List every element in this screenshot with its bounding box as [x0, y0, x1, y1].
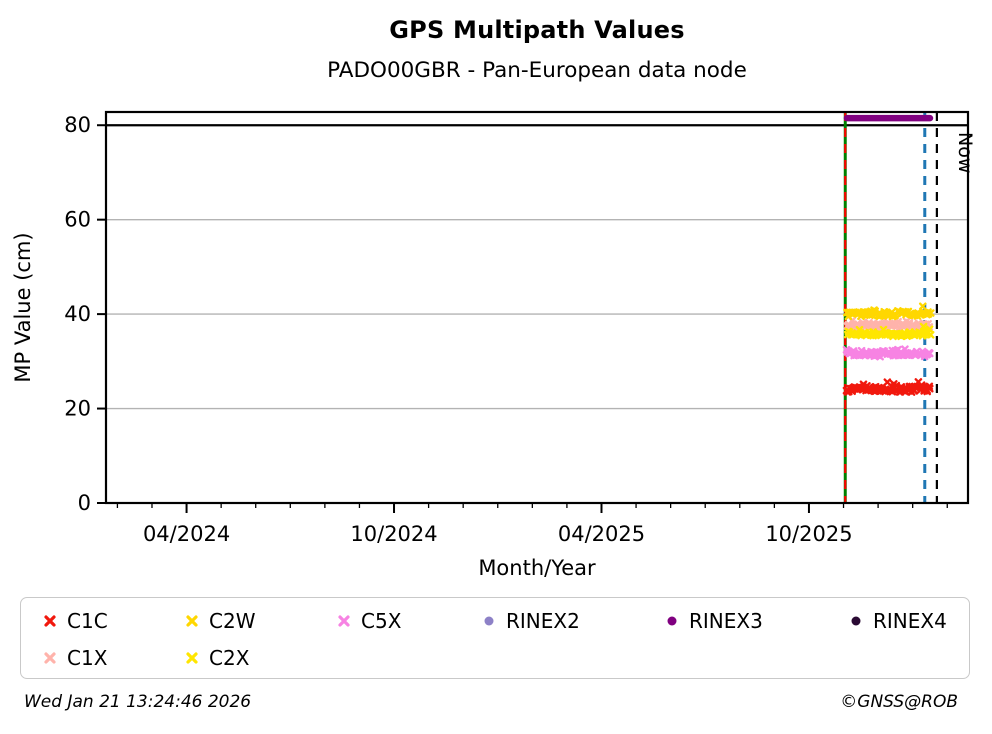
x-marker-icon: [186, 614, 198, 627]
footer-timestamp: Wed Jan 21 13:24:46 2026: [24, 692, 252, 712]
series-C2W-points: [843, 302, 935, 321]
x-tick-label: 04/2024: [143, 522, 230, 546]
legend-item-rinex3: RINEX3: [665, 609, 849, 633]
legend-label: RINEX3: [689, 608, 763, 633]
x-marker-icon: [44, 614, 56, 627]
y-axis-label: MP Value (cm): [11, 232, 35, 382]
legend-item-c5x: C5X: [337, 609, 482, 633]
chart-title: GPS Multipath Values: [389, 16, 685, 44]
legend-label: C1X: [67, 645, 108, 670]
legend-item-rinex4: RINEX4: [849, 609, 969, 633]
legend-label: C1C: [67, 608, 108, 633]
y-tick-label: 60: [64, 208, 91, 232]
x-tick-label: 10/2025: [765, 522, 852, 546]
x-marker-icon: [44, 651, 56, 664]
legend-label: C2X: [209, 645, 250, 670]
chart-svg: Now 04/2024 10/2024 04/2025 10/2025 0 20 40 60 80…: [11, 110, 976, 580]
plot-border: [104, 110, 970, 505]
series-C5X-points: [842, 345, 934, 361]
series-C2X-points: [843, 322, 935, 341]
legend-label: RINEX2: [506, 608, 580, 633]
legend-label: C5X: [361, 608, 402, 633]
legend-item-c1x: C1X: [43, 646, 185, 670]
x-marker-icon: [338, 614, 350, 627]
x-axis-label: Month/Year: [478, 556, 596, 580]
series-C1C-points: [842, 378, 934, 396]
now-label: Now: [954, 132, 976, 173]
y-tick-label: 0: [78, 491, 91, 515]
footer-credit: ©GNSS@ROB: [840, 692, 958, 712]
x-marker-icon: [186, 651, 198, 664]
x-tick-label: 04/2025: [558, 522, 645, 546]
y-tick-label: 40: [64, 302, 91, 326]
legend-label: RINEX4: [873, 608, 947, 633]
legend-item-rinex2: RINEX2: [482, 609, 665, 633]
legend-item-c1c: C1C: [43, 609, 185, 633]
circle-marker-icon: [484, 616, 494, 625]
legend-label: C2W: [209, 608, 256, 633]
circle-marker-icon: [851, 616, 861, 625]
x-tick-label: 10/2024: [350, 522, 437, 546]
legend: C1C C2W C5X RINEX2 RINEX3 RINEX4 C1X C2X: [20, 597, 970, 679]
y-tick-label: 20: [64, 397, 91, 421]
legend-item-c2w: C2W: [185, 609, 337, 633]
circle-marker-icon: [667, 616, 677, 625]
y-tick-label: 80: [64, 113, 91, 137]
chart-subtitle: PADO00GBR - Pan-European data node: [327, 58, 747, 83]
legend-item-c2x: C2X: [185, 646, 337, 670]
